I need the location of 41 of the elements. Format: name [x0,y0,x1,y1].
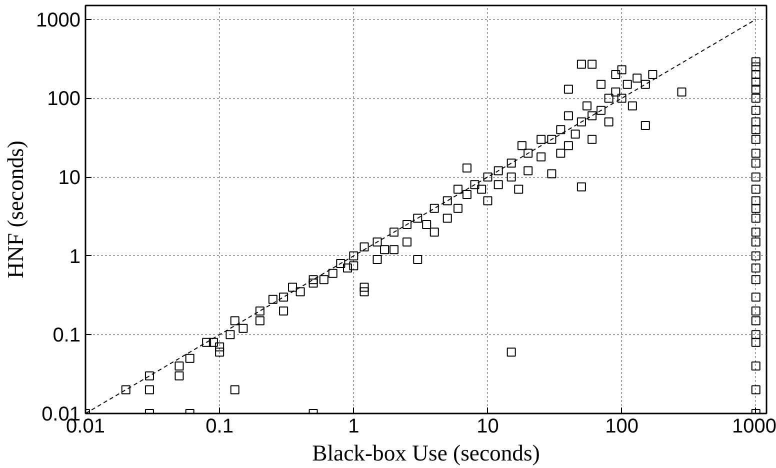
point [751,125,760,134]
point [751,306,760,316]
point [751,237,760,246]
point [751,204,760,213]
point [751,70,760,79]
point [751,264,760,273]
point [751,251,760,260]
point [751,214,760,223]
x-tick-label: 1 [348,416,360,438]
point [751,338,760,347]
x-tick-label: 10 [476,416,499,438]
point [751,275,760,284]
point [751,292,760,302]
x-axis-title: Black-box Use (seconds) [312,440,540,466]
point [751,57,760,66]
point [751,106,760,115]
x-tick-label: 100 [605,416,638,438]
y-tick-label: 100 [47,88,81,110]
point [751,385,760,394]
y-tick-label: 0.1 [52,324,81,347]
point [751,62,760,72]
y-axis-title: HNF (seconds) [3,140,28,278]
point [751,117,760,126]
point [751,184,760,194]
point [751,362,760,371]
point [751,148,760,158]
point [751,84,760,94]
point [751,94,760,103]
point [751,172,760,182]
point [751,78,760,87]
x-tick-label: 1000 [732,416,776,438]
point [751,228,760,237]
y-tick-label: 10 [58,167,81,190]
y-tick-label: 1000 [36,9,81,32]
point [751,196,760,206]
point [751,134,760,144]
y-tick-label: 1 [69,246,80,268]
x-tick-label: 0.1 [206,416,234,438]
point [751,158,760,168]
point [751,316,760,326]
point [751,330,760,340]
